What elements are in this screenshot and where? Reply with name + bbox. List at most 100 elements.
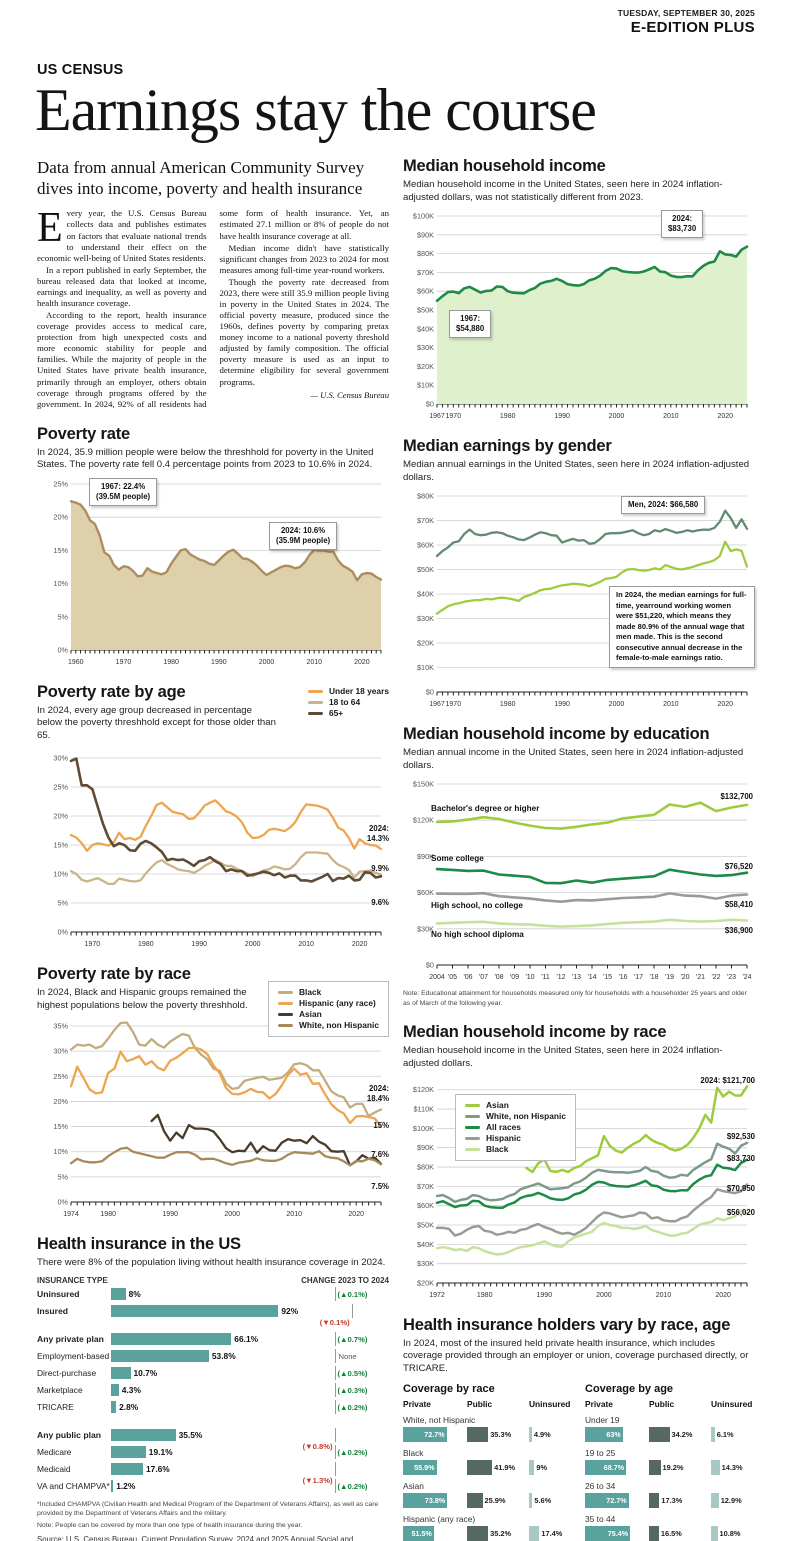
svg-text:2000: 2000 (609, 701, 625, 708)
svg-text:$120K: $120K (413, 816, 434, 825)
left-column: Data from annual American Community Surv… (37, 157, 389, 1541)
coverage-value: 17.4% (541, 1529, 563, 1539)
svg-text:$0: $0 (426, 688, 434, 697)
endlabel-black-income: $56,020 (726, 1207, 755, 1217)
insurance-bar (111, 1333, 232, 1345)
svg-text:'06: '06 (463, 974, 472, 981)
svg-text:25%: 25% (53, 1072, 68, 1081)
coverage-cell-public: 34.2% (649, 1427, 707, 1443)
label-high-school: High school, no college (431, 901, 523, 910)
content-columns: Data from annual American Community Surv… (37, 157, 755, 1541)
coverage-by-race: Coverage by race Private Public Uninsured Wh… (403, 1381, 573, 1541)
change-divider (351, 1303, 353, 1318)
legend-swatch (307, 700, 323, 704)
svg-text:$150K: $150K (413, 780, 434, 789)
svg-text:2000: 2000 (259, 659, 275, 666)
svg-text:'09: '09 (510, 974, 519, 981)
masthead-edition: E-EDITION PLUS (630, 19, 755, 36)
insurance-row: Medicare 19.1% (▲0.2%) (37, 1445, 389, 1460)
insurance-label: VA and CHAMPVA* (37, 1481, 110, 1491)
insurance-label: Marketplace (37, 1385, 83, 1395)
coverage-row-label: 35 to 44 (585, 1514, 616, 1525)
coverage-bar-uninsured (711, 1427, 715, 1443)
insurance-change: (▲0.2%) (281, 1445, 389, 1460)
insurance-type-header: INSURANCE TYPE (37, 1275, 108, 1285)
svg-text:2010: 2010 (286, 1211, 302, 1218)
insurance-bar-track: 66.1% (111, 1333, 281, 1345)
svg-text:5%: 5% (57, 612, 68, 621)
chart-median-income: $0 $10K $20K $30K $40K $50K $60K $70K $80K $90K $1… (403, 210, 755, 422)
change-value: (▼0.8%) (302, 1441, 333, 1451)
callout-income-2024: 2024: $83,730 (661, 210, 704, 239)
coverage-bar-private: 51.5% (403, 1526, 434, 1541)
gender-note-box: In 2024, the median earnings for full-ti… (609, 586, 755, 668)
svg-text:2010: 2010 (663, 701, 679, 708)
insurance-bar (111, 1288, 126, 1300)
coverage-value: 72.7% (424, 1430, 445, 1440)
legend-item: White, non Hispanic (277, 1020, 379, 1031)
drop-cap: E (37, 205, 63, 252)
svg-text:25%: 25% (53, 783, 68, 792)
section-subtitle: In 2024, 35.9 million people were below … (37, 446, 374, 471)
svg-text:$30K: $30K (417, 1259, 434, 1268)
insurance-row: Medicaid 17.6% (▼1.3%) (37, 1461, 389, 1485)
svg-text:$70K: $70K (417, 268, 434, 277)
svg-text:20%: 20% (53, 512, 68, 521)
legend-swatch (465, 1147, 480, 1151)
legend-swatch (277, 991, 293, 995)
coverage-cell-public: 41.9% (467, 1460, 525, 1476)
coverage-row-label: White, not Hispanic (403, 1415, 476, 1426)
coverage-bars: 68.7% 19.2% 14.3% (585, 1460, 755, 1476)
svg-text:'08: '08 (494, 974, 503, 981)
legend-label: Hispanic (486, 1132, 521, 1143)
legend-label: White, non Hispanic (298, 1020, 379, 1031)
change-divider (334, 1400, 336, 1414)
coverage-header: Public (649, 1399, 675, 1410)
coverage-bar-public (467, 1427, 489, 1443)
education-note: Note: Educational attainment for househo… (403, 990, 747, 1007)
coverage-value: 9% (536, 1463, 548, 1473)
value-some-college: $76,520 (724, 862, 753, 871)
coverage-group-title: Coverage by race (403, 1383, 495, 1396)
coverage-value: 68.7% (603, 1463, 625, 1473)
svg-text:$90K: $90K (417, 1143, 434, 1152)
insurance-change: (▲0.2%) (281, 1479, 389, 1494)
insurance-bar-track: 92% (111, 1305, 298, 1317)
svg-text:2020: 2020 (717, 413, 733, 420)
svg-text:$50K: $50K (417, 306, 434, 315)
insurance-value: 2.8% (119, 1402, 139, 1412)
legend-swatch (465, 1103, 480, 1107)
coverage-bars: 72.7% 35.3% 4.9% (403, 1427, 573, 1443)
coverage-bar-private: 75.4% (585, 1526, 631, 1541)
insurance-bar-track: 2.8% (111, 1401, 281, 1413)
chart-poverty-age: 0% 5% 10% 15% 20% 25% 30% 1970 1980 1990 2000 2010 2… (37, 752, 389, 950)
series-Men ($K) (435, 509, 749, 558)
svg-text:35%: 35% (53, 1022, 68, 1031)
section-median-income: Median household income Median household… (403, 157, 755, 422)
svg-text:'12: '12 (556, 974, 565, 981)
insurance-value: 35.5% (178, 1430, 203, 1440)
article-byline: — U.S. Census Bureau (310, 389, 389, 400)
svg-text:10%: 10% (53, 1147, 68, 1156)
legend-item: 18 to 64 (307, 697, 389, 707)
coverage-value: 41.9% (494, 1463, 516, 1473)
svg-text:$90K: $90K (417, 852, 434, 861)
coverage-bar-public (467, 1526, 489, 1541)
value-high-school: $58,410 (724, 900, 753, 909)
masthead: TUESDAY, SEPTEMBER 30, 2025 E-EDITION PL… (37, 8, 755, 36)
legend-swatch (277, 1024, 293, 1028)
coverage-header: Public (467, 1399, 493, 1410)
svg-text:1980: 1980 (163, 659, 179, 666)
svg-text:$80K: $80K (417, 249, 434, 258)
coverage-cell-public: 25.9% (467, 1493, 525, 1509)
coverage-bar-private: 68.7% (585, 1460, 627, 1476)
coverage-bar-uninsured (711, 1460, 720, 1476)
svg-text:$80K: $80K (417, 1163, 434, 1172)
coverage-cell-public: 16.5% (649, 1526, 707, 1541)
svg-text:10%: 10% (53, 579, 68, 588)
coverage-bar-public (467, 1460, 493, 1476)
legend-item: 65+ (307, 708, 389, 718)
coverage-cell-uninsured: 14.3% (711, 1460, 755, 1476)
legend-item: Under 18 years (307, 686, 389, 696)
coverage-bar-public (649, 1493, 660, 1509)
